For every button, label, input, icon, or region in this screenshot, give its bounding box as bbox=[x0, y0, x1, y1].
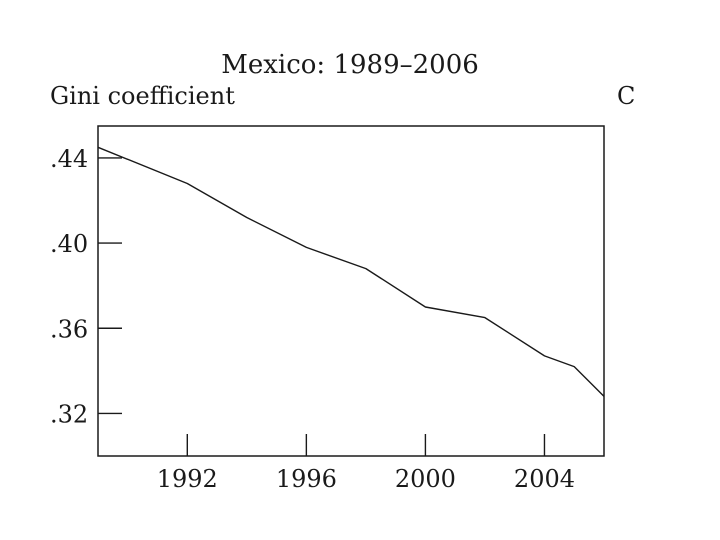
y-tick-label: .40 bbox=[50, 230, 88, 258]
y-tick-label: .32 bbox=[50, 400, 88, 428]
x-tick-label: 1996 bbox=[276, 465, 337, 493]
series-layer bbox=[97, 146, 605, 397]
x-tick-label: 2004 bbox=[514, 465, 575, 493]
x-axis-ticks: 1992 1996 2000 2004 bbox=[157, 434, 575, 493]
y-axis-label: Gini coefficient bbox=[50, 82, 235, 110]
x-tick-label: 1992 bbox=[157, 465, 218, 493]
y-tick-label: .44 bbox=[50, 145, 88, 173]
y-tick-label: .36 bbox=[50, 315, 88, 343]
y-axis-ticks: .44 .40 .36 .32 bbox=[50, 145, 122, 428]
chart-title: Mexico: 1989–2006 bbox=[221, 50, 479, 80]
gini-series-line bbox=[97, 146, 605, 397]
cut-off-text: C bbox=[617, 82, 635, 110]
plot-frame bbox=[97, 125, 605, 457]
x-tick-label: 2000 bbox=[395, 465, 456, 493]
